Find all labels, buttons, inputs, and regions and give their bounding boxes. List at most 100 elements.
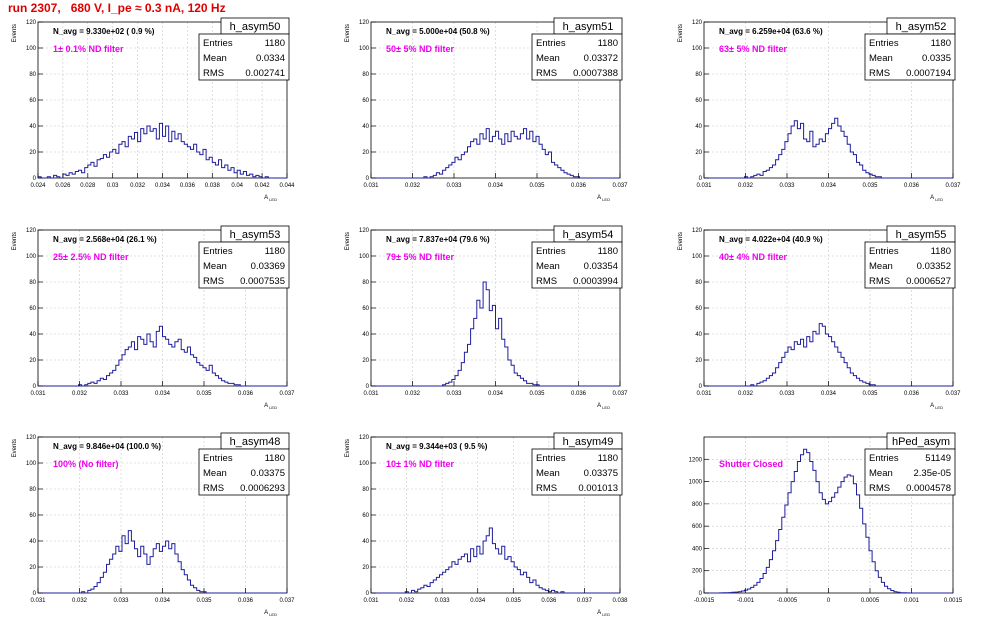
x-tick-label: 0.034 (155, 183, 171, 189)
y-tick-label: 0 (366, 591, 370, 597)
y-tick-label: 40 (695, 332, 702, 338)
x-tick-label: 0.032 (405, 391, 421, 397)
histogram-panel-hPed_asym: -0.0015 -0.001 -0.0005 0 0.0005 0.001 0.0015 0 2… (689, 432, 963, 604)
x-tick-label: 0.035 (529, 391, 545, 397)
stats-box (531, 241, 623, 289)
y-tick-label: 20 (362, 150, 369, 156)
x-tick-label: 0.032 (72, 598, 88, 604)
y-tick-label: 20 (695, 358, 702, 364)
y-axis-title: Events (345, 24, 351, 42)
navg-label: N_avg = 9.344e+03 ( 9.5 %) (386, 442, 488, 451)
y-tick-label: 120 (26, 20, 37, 26)
y-tick-label: 0 (33, 176, 37, 182)
stats-label: RMS (869, 68, 890, 79)
histogram-name: h_asym55 (896, 229, 947, 241)
x-tick-label: 0.032 (738, 183, 754, 189)
x-tick-label: 0.038 (205, 183, 221, 189)
x-tick-label: 0.032 (738, 391, 754, 397)
y-tick-label: 60 (29, 306, 36, 312)
stats-label: Mean (869, 468, 893, 479)
stats-label: Entries (869, 246, 899, 257)
y-tick-label: 100 (26, 46, 37, 52)
y-tick-label: 100 (359, 46, 370, 52)
x-tick-label: 0.044 (279, 183, 295, 189)
histogram-panel-h_asym54: 0.031 0.032 0.033 0.034 0.035 0.036 0.037 0 20 40… (345, 225, 628, 410)
x-axis-title: A LED (930, 195, 943, 202)
navg-label: N_avg = 9.330e+02 ( 0.9 %) (53, 27, 155, 36)
x-tick-label: 0.034 (821, 391, 837, 397)
x-tick-label: 0.036 (904, 183, 920, 189)
y-tick-label: 0 (366, 384, 370, 390)
y-tick-label: 40 (29, 539, 36, 545)
filter-annotation: 10± 1% ND filter (386, 459, 454, 469)
stats-value: 1180 (265, 453, 285, 464)
y-tick-label: 80 (29, 487, 36, 493)
navg-label: N_avg = 2.568e+04 (26.1 %) (53, 235, 157, 244)
x-tick-label: 0.036 (541, 598, 557, 604)
x-tick-label: 0.04 (231, 183, 243, 189)
x-tick-label: 0.037 (945, 183, 961, 189)
stats-label: Mean (869, 53, 893, 64)
x-tick-label: 0.036 (238, 598, 254, 604)
y-tick-label: 120 (692, 20, 703, 26)
y-tick-label: 0 (699, 384, 703, 390)
x-tick-label: 0.031 (696, 391, 712, 397)
y-tick-label: 40 (362, 539, 369, 545)
y-tick-label: 0 (33, 591, 37, 597)
stats-label: Entries (203, 246, 233, 257)
y-tick-label: 20 (29, 150, 36, 156)
stats-value: 0.03375 (251, 468, 285, 479)
x-tick-label: 0.026 (55, 183, 71, 189)
stats-box (864, 241, 956, 289)
stats-value: 0.0006293 (240, 483, 285, 494)
x-tick-label: 0.033 (113, 598, 129, 604)
stats-label: Mean (536, 261, 560, 272)
x-tick-label: 0.033 (435, 598, 451, 604)
y-tick-label: 0 (366, 176, 370, 182)
histogram-name: h_asym50 (230, 21, 281, 33)
x-tick-label: 0.035 (862, 183, 878, 189)
histogram-line (371, 527, 620, 594)
x-tick-label: 0.037 (612, 391, 628, 397)
stats-label: RMS (536, 276, 557, 287)
stats-box (198, 33, 290, 81)
histogram-name: h_asym53 (230, 229, 281, 241)
y-tick-label: 80 (695, 280, 702, 286)
y-axis-title: Events (12, 24, 18, 42)
x-axis-title: A LED (597, 403, 610, 410)
filter-annotation: 40± 4% ND filter (719, 252, 787, 262)
y-tick-label: 40 (29, 332, 36, 338)
stats-value: 1180 (598, 246, 618, 257)
histogram-panel-h_asym53: 0.031 0.032 0.033 0.034 0.035 0.036 0.037 0 20 40… (12, 225, 295, 410)
y-tick-label: 60 (29, 98, 36, 104)
y-axis-title: Events (12, 232, 18, 250)
stats-label: Entries (869, 453, 899, 464)
y-tick-label: 60 (362, 306, 369, 312)
y-tick-label: 0 (699, 591, 703, 597)
stats-label: RMS (869, 483, 890, 494)
x-tick-label: 0.038 (612, 598, 628, 604)
histogram-line (38, 530, 287, 594)
x-tick-label: 0.037 (577, 598, 593, 604)
y-tick-label: 20 (29, 565, 36, 571)
y-tick-label: 100 (26, 461, 37, 467)
x-tick-label: 0.034 (470, 598, 486, 604)
y-axis-title: Events (12, 439, 18, 457)
stats-value: 1180 (931, 38, 951, 49)
x-tick-label: 0.031 (363, 391, 379, 397)
stats-value: 0.0335 (922, 53, 951, 64)
histogram-line (37, 122, 287, 179)
y-tick-label: 1200 (689, 457, 703, 463)
stats-label: Entries (536, 453, 566, 464)
y-tick-label: 100 (26, 254, 37, 260)
y-tick-label: 100 (692, 254, 703, 260)
y-axis-title: Events (678, 232, 684, 250)
x-tick-label: 0.032 (405, 183, 421, 189)
y-tick-label: 100 (692, 46, 703, 52)
x-tick-label: 0.034 (155, 391, 171, 397)
x-tick-label: 0.033 (446, 183, 462, 189)
stats-label: Mean (203, 261, 227, 272)
filter-annotation: Shutter Closed (719, 459, 783, 469)
x-tick-label: 0.033 (779, 183, 795, 189)
